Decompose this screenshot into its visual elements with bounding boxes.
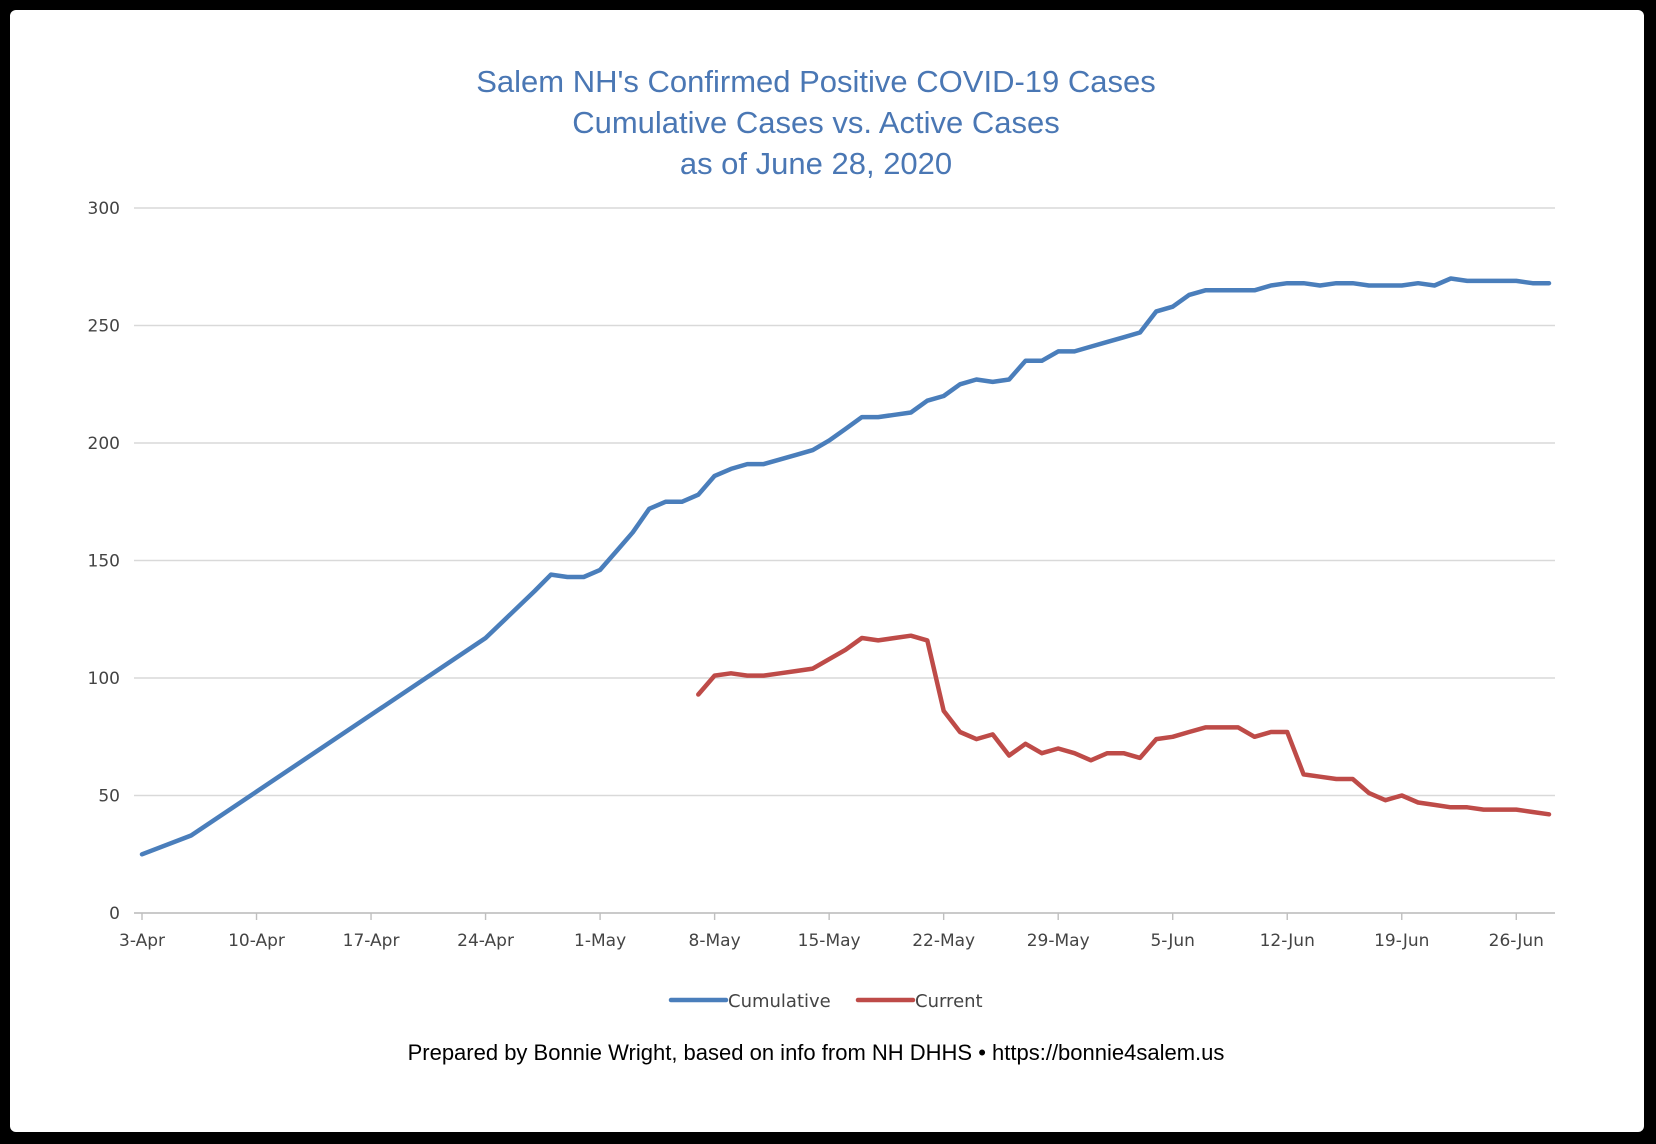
series-lines [139,276,1552,857]
title-line-2: Cumulative Cases vs. Active Cases [572,105,1060,140]
x-tick-label: 19-Jun [1374,931,1429,951]
x-tick-label: 5-Jun [1150,931,1194,951]
footer-credit: Prepared by Bonnie Wright, based on info… [408,1040,1225,1065]
y-tick-label: 0 [109,904,120,924]
title-line-3: as of June 28, 2020 [680,146,952,181]
series-line-current [696,633,1552,817]
chart-frame: Salem NH's Confirmed Positive COVID-19 C… [10,10,1644,1132]
x-tick-label: 8-May [689,931,741,951]
x-tick-label: 29-May [1027,931,1090,951]
x-tick-label: 22-May [912,931,975,951]
y-tick-label: 50 [98,787,120,807]
x-tick-label: 24-Apr [457,931,514,951]
x-tick-label: 10-Apr [228,931,285,951]
x-tick-label: 3-Apr [119,931,165,951]
x-tick-label: 17-Apr [343,931,400,951]
y-axis: 0 50 100 150 200 250 300 [88,199,120,924]
legend-label-cumulative: Cumulative [728,991,831,1012]
title-line-1: Salem NH's Confirmed Positive COVID-19 C… [476,64,1156,99]
legend-label-current: Current [915,991,983,1012]
x-tick-label: 1-May [574,931,626,951]
y-tick-label: 300 [88,199,120,219]
y-tick-label: 100 [88,669,120,689]
x-tick-label: 12-Jun [1260,931,1315,951]
gridlines [134,207,1555,914]
line-chart: Salem NH's Confirmed Positive COVID-19 C… [88,64,1555,1065]
x-axis: 3-Apr 10-Apr 17-Apr 24-Apr 1-May 8-May 15-May 2… [119,912,1555,951]
legend: Cumulative Current [668,991,983,1012]
y-tick-label: 150 [88,552,120,572]
series-line-cumulative [139,276,1552,857]
chart-title: Salem NH's Confirmed Positive COVID-19 C… [476,64,1156,181]
y-tick-label: 200 [88,434,120,454]
y-tick-label: 250 [88,317,120,337]
x-tick-label: 26-Jun [1489,931,1544,951]
x-tick-label: 15-May [798,931,861,951]
